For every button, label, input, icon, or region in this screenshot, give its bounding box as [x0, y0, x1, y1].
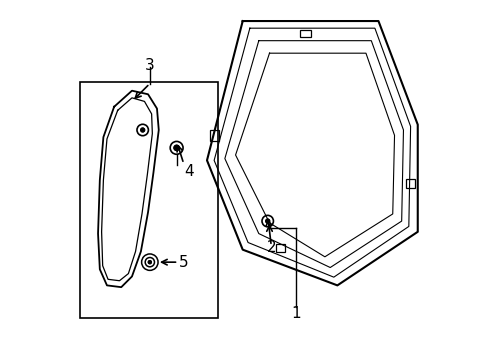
Bar	[80, 82, 217, 318]
Circle shape	[141, 128, 144, 132]
Text: 4: 4	[183, 164, 193, 179]
Text: 5: 5	[178, 255, 188, 270]
Circle shape	[148, 261, 151, 264]
Bar	[209, 130, 218, 141]
Text: 2: 2	[266, 240, 276, 255]
Text: 1: 1	[291, 306, 301, 321]
Bar	[275, 244, 284, 252]
Circle shape	[174, 145, 179, 150]
Circle shape	[174, 145, 179, 150]
Bar	[406, 179, 414, 188]
Circle shape	[265, 219, 269, 223]
Circle shape	[265, 219, 269, 223]
Circle shape	[148, 261, 151, 264]
Text: 3: 3	[144, 58, 154, 73]
Circle shape	[141, 128, 144, 132]
Bar	[299, 30, 310, 37]
